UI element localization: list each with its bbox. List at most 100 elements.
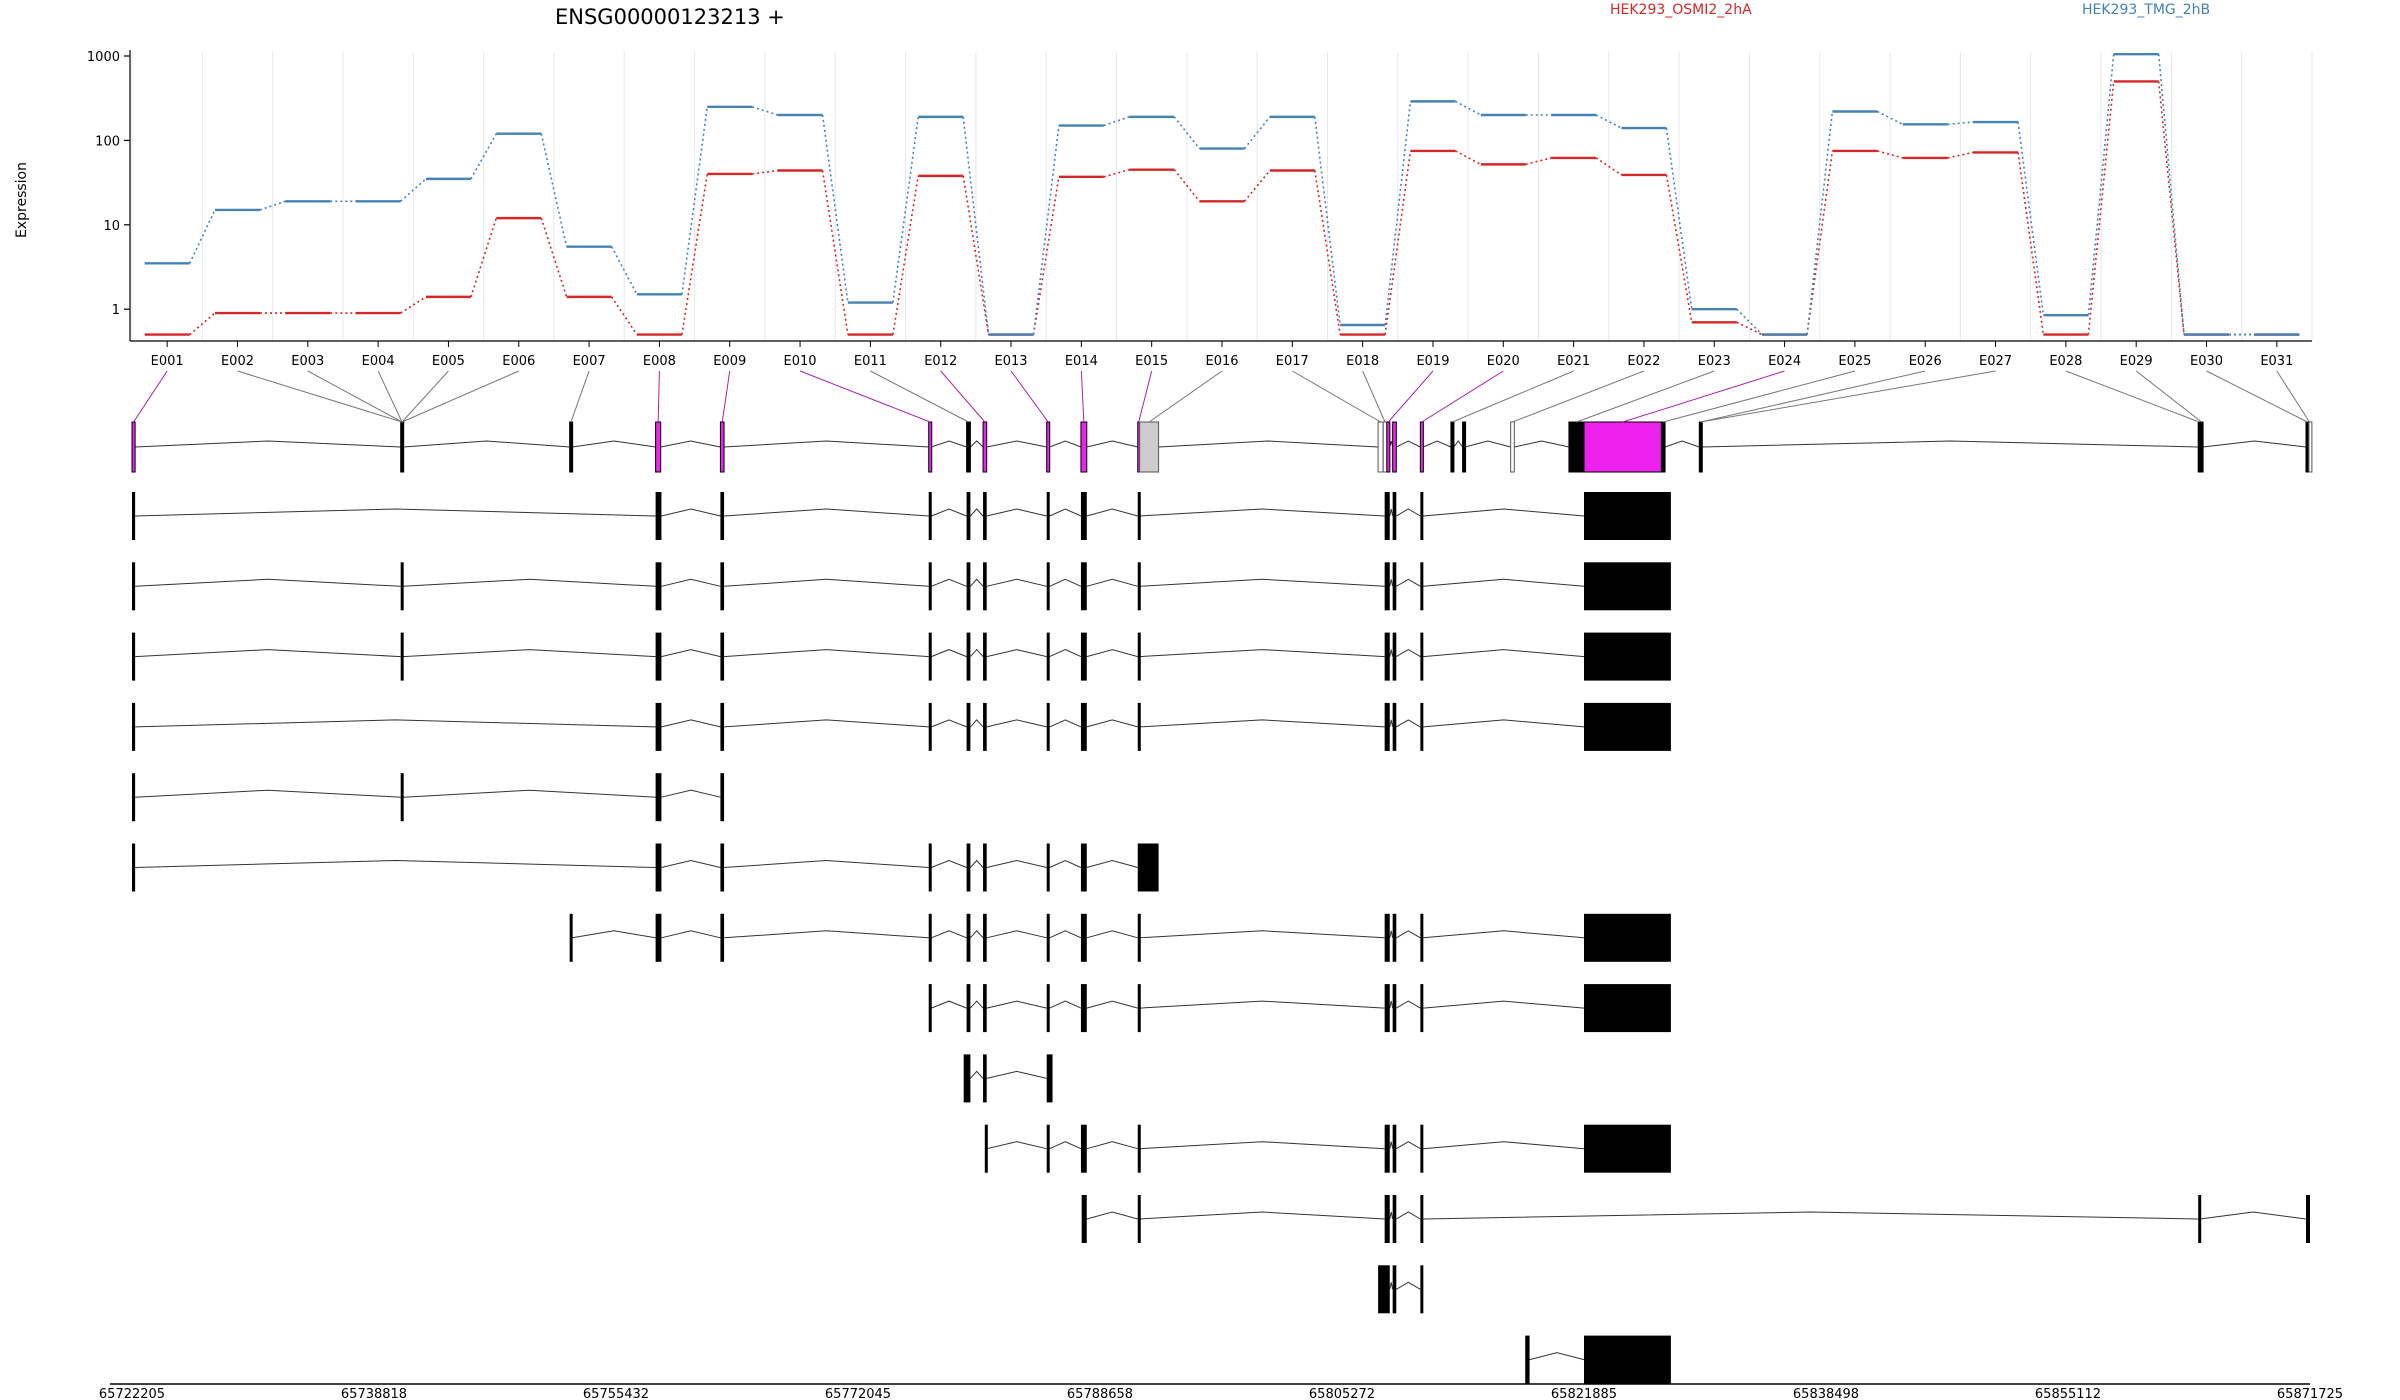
x-tick-label: E012 — [924, 354, 957, 369]
exon-link-line — [2206, 370, 2308, 423]
transcript-exon — [963, 1054, 971, 1103]
transcript-intron — [1389, 649, 1394, 657]
transcript-exon — [2305, 1195, 2310, 1243]
x-tick-label: E016 — [1205, 354, 1238, 369]
transcript-intron — [403, 789, 656, 798]
exon-link-line — [799, 370, 931, 423]
transcript-intron — [1086, 859, 1138, 868]
model-exon — [1382, 421, 1388, 473]
transcript-exon — [983, 984, 987, 1033]
transcript-intron — [986, 508, 1047, 517]
exon-link-line — [1663, 370, 1856, 423]
transcript-intron — [1139, 930, 1385, 939]
model-intron — [135, 440, 401, 448]
transcript-intron — [724, 578, 929, 587]
transcript-intron — [403, 649, 656, 658]
transcript-exon — [1584, 492, 1671, 540]
transcript-track — [984, 1124, 1671, 1173]
transcript-exon — [1420, 492, 1424, 540]
transcript-track — [132, 702, 1671, 751]
transcript-exon — [655, 843, 662, 892]
transcript-intron — [1139, 578, 1385, 587]
model-exon — [1386, 421, 1391, 473]
transcript-exon — [1392, 1265, 1397, 1314]
transcript-intron — [1049, 1141, 1082, 1150]
transcript-exon — [1384, 702, 1390, 751]
transcript-intron — [1086, 719, 1138, 728]
transcript-exon — [1046, 562, 1050, 611]
model-exon — [719, 421, 725, 473]
y-axis-label: Expression — [14, 162, 30, 238]
transcript-exon — [928, 492, 932, 540]
transcript-exon — [1392, 702, 1397, 751]
transcript-intron — [1049, 578, 1082, 587]
series-connector — [400, 296, 427, 314]
transcript-track — [132, 632, 1671, 681]
x-tick-label: E004 — [362, 354, 395, 369]
x-tick-label: E014 — [1065, 354, 1098, 369]
series-connector — [2017, 152, 2045, 335]
transcript-intron — [1086, 1000, 1138, 1009]
transcript-intron — [1396, 508, 1421, 517]
x-tick-label: E031 — [2260, 354, 2293, 369]
transcript-intron — [1396, 930, 1421, 939]
transcript-exon — [132, 492, 136, 540]
exon-link-line — [2065, 370, 2200, 423]
transcript-intron — [931, 508, 967, 517]
transcript-exon — [1046, 632, 1050, 681]
transcript-exon — [1420, 702, 1424, 751]
transcript-track — [132, 492, 1671, 540]
transcript-exon — [1080, 702, 1087, 751]
transcript-track — [1081, 1195, 2310, 1243]
transcript-exon — [400, 632, 404, 681]
series-connector — [1384, 150, 1412, 335]
x-tick-label: E010 — [784, 354, 817, 369]
transcript-exon — [655, 702, 662, 751]
series-connector — [1103, 168, 1130, 178]
transcript-exon — [1137, 492, 1141, 540]
transcript-intron — [1086, 1141, 1138, 1150]
transcript-exon — [1420, 1124, 1424, 1173]
transcript-intron — [1086, 508, 1138, 517]
x-tick-label: E001 — [151, 354, 184, 369]
x-tick-label: E005 — [432, 354, 465, 369]
series-connector — [1736, 308, 1763, 336]
transcript-intron — [1086, 1211, 1138, 1220]
transcript-intron — [1086, 578, 1138, 587]
transcript-exon — [1384, 1124, 1390, 1173]
transcript-exon — [1080, 984, 1087, 1033]
transcript-intron — [1423, 719, 1585, 728]
x-tick-label: E022 — [1627, 354, 1660, 369]
x-tick-label: E009 — [713, 354, 746, 369]
transcript-exon — [1080, 843, 1087, 892]
transcript-intron — [572, 930, 656, 939]
exon-link-line — [1622, 370, 1785, 423]
transcript-intron — [1049, 719, 1082, 728]
transcript-intron — [1396, 1281, 1421, 1290]
exon-link-line — [307, 370, 403, 423]
transcript-intron — [986, 1000, 1047, 1009]
transcript-exon — [1584, 702, 1671, 751]
transcript-exon — [655, 562, 662, 611]
transcript-exon — [984, 1124, 988, 1173]
transcript-exon — [966, 984, 971, 1033]
transcript-intron — [1139, 1211, 1385, 1220]
transcript-intron — [931, 578, 967, 587]
transcript-exon — [1080, 562, 1087, 611]
transcript-exon — [1584, 913, 1671, 962]
transcript-exon — [1080, 632, 1087, 681]
x-tick-label: E028 — [2049, 354, 2082, 369]
transcript-exon — [1137, 1124, 1141, 1173]
transcript-exon — [1384, 1195, 1390, 1243]
transcript-exon — [655, 492, 662, 540]
exon-link-line — [1138, 370, 1153, 423]
exon-link-line — [2135, 370, 2202, 423]
x-tick-label: E023 — [1698, 354, 1731, 369]
transcript-intron — [1139, 719, 1385, 728]
x-tick-label: E003 — [291, 354, 324, 369]
model-exon — [1392, 421, 1397, 473]
x-tick-label: E019 — [1416, 354, 1449, 369]
exon-link-line — [1421, 370, 1504, 423]
transcript-intron — [1139, 508, 1385, 517]
model-exon — [1450, 421, 1455, 473]
